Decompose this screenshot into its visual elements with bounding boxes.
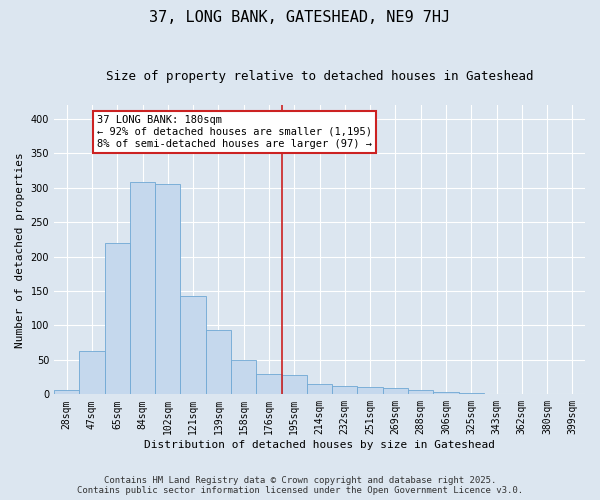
Bar xyxy=(155,184,181,394)
Bar xyxy=(383,388,408,394)
Bar xyxy=(358,388,383,394)
Bar xyxy=(130,182,155,394)
Bar xyxy=(231,360,256,394)
Bar xyxy=(281,375,307,394)
Bar xyxy=(408,390,433,394)
Bar xyxy=(54,390,79,394)
Bar xyxy=(458,393,484,394)
Bar xyxy=(181,296,206,394)
Bar xyxy=(433,392,458,394)
Text: 37, LONG BANK, GATESHEAD, NE9 7HJ: 37, LONG BANK, GATESHEAD, NE9 7HJ xyxy=(149,10,451,25)
Bar xyxy=(307,384,332,394)
Bar xyxy=(206,330,231,394)
Bar xyxy=(332,386,358,394)
Bar xyxy=(256,374,281,394)
Bar xyxy=(104,243,130,394)
Title: Size of property relative to detached houses in Gateshead: Size of property relative to detached ho… xyxy=(106,70,533,83)
Y-axis label: Number of detached properties: Number of detached properties xyxy=(15,152,25,348)
Bar xyxy=(79,351,104,395)
Text: Contains HM Land Registry data © Crown copyright and database right 2025.
Contai: Contains HM Land Registry data © Crown c… xyxy=(77,476,523,495)
Text: 37 LONG BANK: 180sqm
← 92% of detached houses are smaller (1,195)
8% of semi-det: 37 LONG BANK: 180sqm ← 92% of detached h… xyxy=(97,116,372,148)
X-axis label: Distribution of detached houses by size in Gateshead: Distribution of detached houses by size … xyxy=(144,440,495,450)
